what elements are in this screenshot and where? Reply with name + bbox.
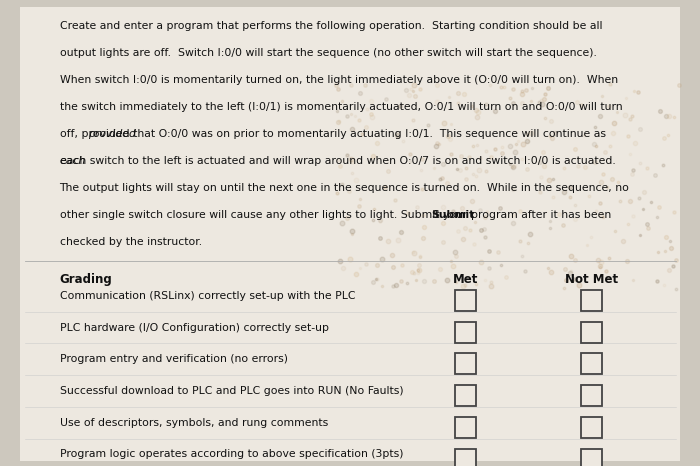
Text: Use of descriptors, symbols, and rung comments: Use of descriptors, symbols, and rung co… bbox=[60, 418, 328, 428]
Text: the switch immediately to the left (I:0/1) is momentarily actuated, O:0/1 will t: the switch immediately to the left (I:0/… bbox=[60, 102, 622, 112]
Text: provided: provided bbox=[88, 129, 136, 139]
FancyBboxPatch shape bbox=[455, 448, 476, 466]
FancyBboxPatch shape bbox=[455, 290, 476, 311]
FancyBboxPatch shape bbox=[581, 290, 602, 311]
Text: Create and enter a program that performs the following operation.  Starting cond: Create and enter a program that performs… bbox=[60, 21, 602, 31]
Text: checked by the instructor.: checked by the instructor. bbox=[60, 237, 202, 247]
FancyBboxPatch shape bbox=[581, 385, 602, 406]
Text: Program entry and verification (no errors): Program entry and verification (no error… bbox=[60, 354, 288, 364]
Text: When switch I:0/0 is momentarily turned on, the light immediately above it (O:0/: When switch I:0/0 is momentarily turned … bbox=[60, 75, 617, 85]
FancyBboxPatch shape bbox=[581, 448, 602, 466]
Text: Successful download to PLC and PLC goes into RUN (No Faults): Successful download to PLC and PLC goes … bbox=[60, 386, 403, 396]
Text: Communication (RSLinx) correctly set-up with the PLC: Communication (RSLinx) correctly set-up … bbox=[60, 291, 355, 301]
Text: Grading: Grading bbox=[60, 273, 112, 286]
FancyBboxPatch shape bbox=[581, 353, 602, 375]
FancyBboxPatch shape bbox=[581, 322, 602, 343]
Text: Program logic operates according to above specification (3pts): Program logic operates according to abov… bbox=[60, 449, 403, 459]
Text: each: each bbox=[60, 156, 85, 166]
Text: output lights are off.  Switch I:0/0 will start the sequence (no other switch wi: output lights are off. Switch I:0/0 will… bbox=[60, 48, 596, 58]
Text: each switch to the left is actuated and will wrap around when O:0/7 is on and sw: each switch to the left is actuated and … bbox=[60, 156, 615, 166]
Text: off, provided that O:0/0 was on prior to momentarily actuating I:0/1.  This sequ: off, provided that O:0/0 was on prior to… bbox=[60, 129, 606, 139]
FancyBboxPatch shape bbox=[455, 417, 476, 438]
FancyBboxPatch shape bbox=[581, 417, 602, 438]
Text: The output lights will stay on until the next one in the sequence is turned on. : The output lights will stay on until the… bbox=[60, 183, 629, 193]
Text: Met: Met bbox=[453, 273, 478, 286]
FancyBboxPatch shape bbox=[20, 7, 680, 461]
FancyBboxPatch shape bbox=[455, 322, 476, 343]
Text: Not Met: Not Met bbox=[565, 273, 618, 286]
Text: other single switch closure will cause any other lights to light. Submit your pr: other single switch closure will cause a… bbox=[60, 210, 610, 220]
Text: PLC hardware (I/O Configuration) correctly set-up: PLC hardware (I/O Configuration) correct… bbox=[60, 322, 328, 333]
FancyBboxPatch shape bbox=[455, 385, 476, 406]
FancyBboxPatch shape bbox=[455, 353, 476, 375]
Text: Submit: Submit bbox=[431, 210, 475, 220]
